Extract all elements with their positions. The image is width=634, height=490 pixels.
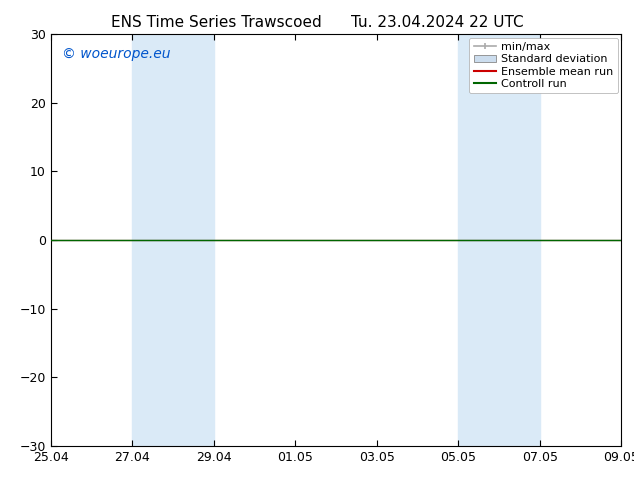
Bar [458, 34, 540, 446]
Text: © woeurope.eu: © woeurope.eu [62, 47, 171, 61]
Bar [133, 34, 214, 446]
Text: ENS Time Series Trawscoed      Tu. 23.04.2024 22 UTC: ENS Time Series Trawscoed Tu. 23.04.2024… [111, 15, 523, 30]
Legend: min/max, Standard deviation, Ensemble mean run, Controll run: min/max, Standard deviation, Ensemble me… [469, 38, 618, 93]
